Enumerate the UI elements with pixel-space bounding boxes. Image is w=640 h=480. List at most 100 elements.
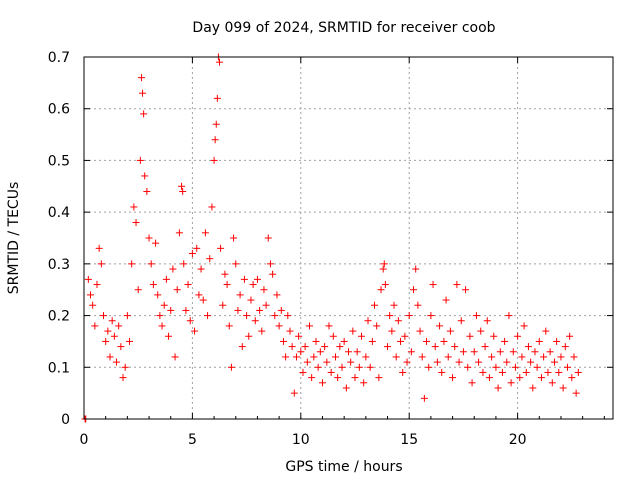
data-point — [318, 379, 326, 387]
data-point — [570, 353, 578, 361]
data-point — [345, 348, 352, 356]
data-points — [81, 53, 582, 423]
data-point — [479, 368, 487, 376]
data-point — [371, 301, 379, 309]
data-point — [379, 265, 387, 273]
data-point — [349, 327, 357, 335]
data-point — [381, 281, 389, 289]
data-point — [566, 332, 574, 340]
data-point — [477, 327, 485, 335]
data-point — [262, 301, 270, 309]
data-point — [399, 368, 407, 376]
data-point — [284, 312, 292, 320]
data-point — [529, 384, 537, 392]
data-point — [277, 306, 285, 314]
data-point — [162, 275, 170, 283]
data-point — [351, 374, 359, 382]
x-tick-label: 0 — [80, 432, 89, 448]
data-point — [535, 337, 543, 345]
data-point — [282, 353, 290, 361]
data-point — [557, 353, 565, 361]
data-point — [234, 306, 242, 314]
data-point — [360, 379, 368, 387]
data-point — [297, 348, 305, 356]
data-point — [147, 260, 155, 268]
data-point — [574, 368, 582, 376]
y-tick-label: 0.2 — [48, 309, 70, 325]
data-point — [516, 374, 524, 382]
data-point — [475, 358, 483, 366]
data-point — [314, 363, 322, 371]
data-point — [485, 374, 493, 382]
data-point — [97, 260, 105, 268]
x-tick-label: 15 — [400, 432, 418, 448]
data-point — [271, 312, 279, 320]
data-point — [353, 348, 361, 356]
data-point — [524, 343, 532, 351]
data-point — [323, 358, 331, 366]
data-point — [494, 384, 502, 392]
x-axis-title: GPS time / hours — [285, 459, 402, 475]
data-point — [113, 358, 121, 366]
data-point — [145, 234, 153, 242]
data-point — [136, 156, 144, 164]
data-point — [221, 270, 229, 278]
y-tick-label: 0.7 — [48, 50, 70, 66]
data-point — [275, 322, 283, 330]
data-point — [245, 332, 253, 340]
data-point — [520, 322, 528, 330]
data-point — [440, 337, 448, 345]
data-point — [143, 187, 151, 195]
data-point — [140, 110, 148, 118]
data-point — [126, 337, 134, 345]
data-point — [501, 337, 509, 345]
data-point — [186, 317, 194, 325]
data-point — [238, 343, 246, 351]
data-point — [264, 234, 272, 242]
data-point — [423, 337, 431, 345]
data-point — [173, 286, 181, 294]
chart-title: Day 099 of 2024, SRMTID for receiver coo… — [192, 20, 495, 36]
data-point — [559, 384, 567, 392]
data-point — [91, 322, 99, 330]
data-point — [531, 348, 539, 356]
data-point — [334, 374, 342, 382]
data-point — [123, 312, 131, 320]
data-point — [191, 327, 199, 335]
data-point — [466, 332, 474, 340]
data-point — [542, 327, 550, 335]
data-point — [316, 348, 324, 356]
data-point — [555, 368, 563, 376]
data-point — [216, 58, 224, 66]
data-point — [204, 312, 212, 320]
data-point — [394, 317, 402, 325]
data-point — [117, 343, 125, 351]
data-point — [492, 363, 500, 371]
data-point — [420, 394, 428, 402]
data-point — [201, 229, 209, 237]
data-point — [364, 317, 372, 325]
data-point — [108, 317, 116, 325]
data-point — [368, 337, 376, 345]
data-point — [210, 156, 218, 164]
data-point — [193, 244, 201, 252]
data-point — [227, 363, 235, 371]
data-point — [509, 348, 517, 356]
data-point — [550, 358, 558, 366]
data-point — [288, 343, 296, 351]
data-point — [457, 317, 465, 325]
data-point — [312, 337, 320, 345]
data-point — [553, 337, 561, 345]
data-point — [180, 260, 188, 268]
y-tick-label: 0.1 — [48, 360, 70, 376]
data-point — [273, 291, 281, 299]
data-point — [483, 317, 491, 325]
data-point — [373, 322, 381, 330]
data-point — [305, 322, 313, 330]
y-tick-label: 0.6 — [48, 102, 70, 118]
axis-ticks: 0 5 10 15 20 0 0.1 0.2 0.3 0.4 0.5 0.6 0.7 — [48, 50, 613, 448]
data-point — [100, 312, 108, 320]
data-point — [223, 281, 231, 289]
data-point — [496, 348, 504, 356]
data-point — [325, 322, 333, 330]
